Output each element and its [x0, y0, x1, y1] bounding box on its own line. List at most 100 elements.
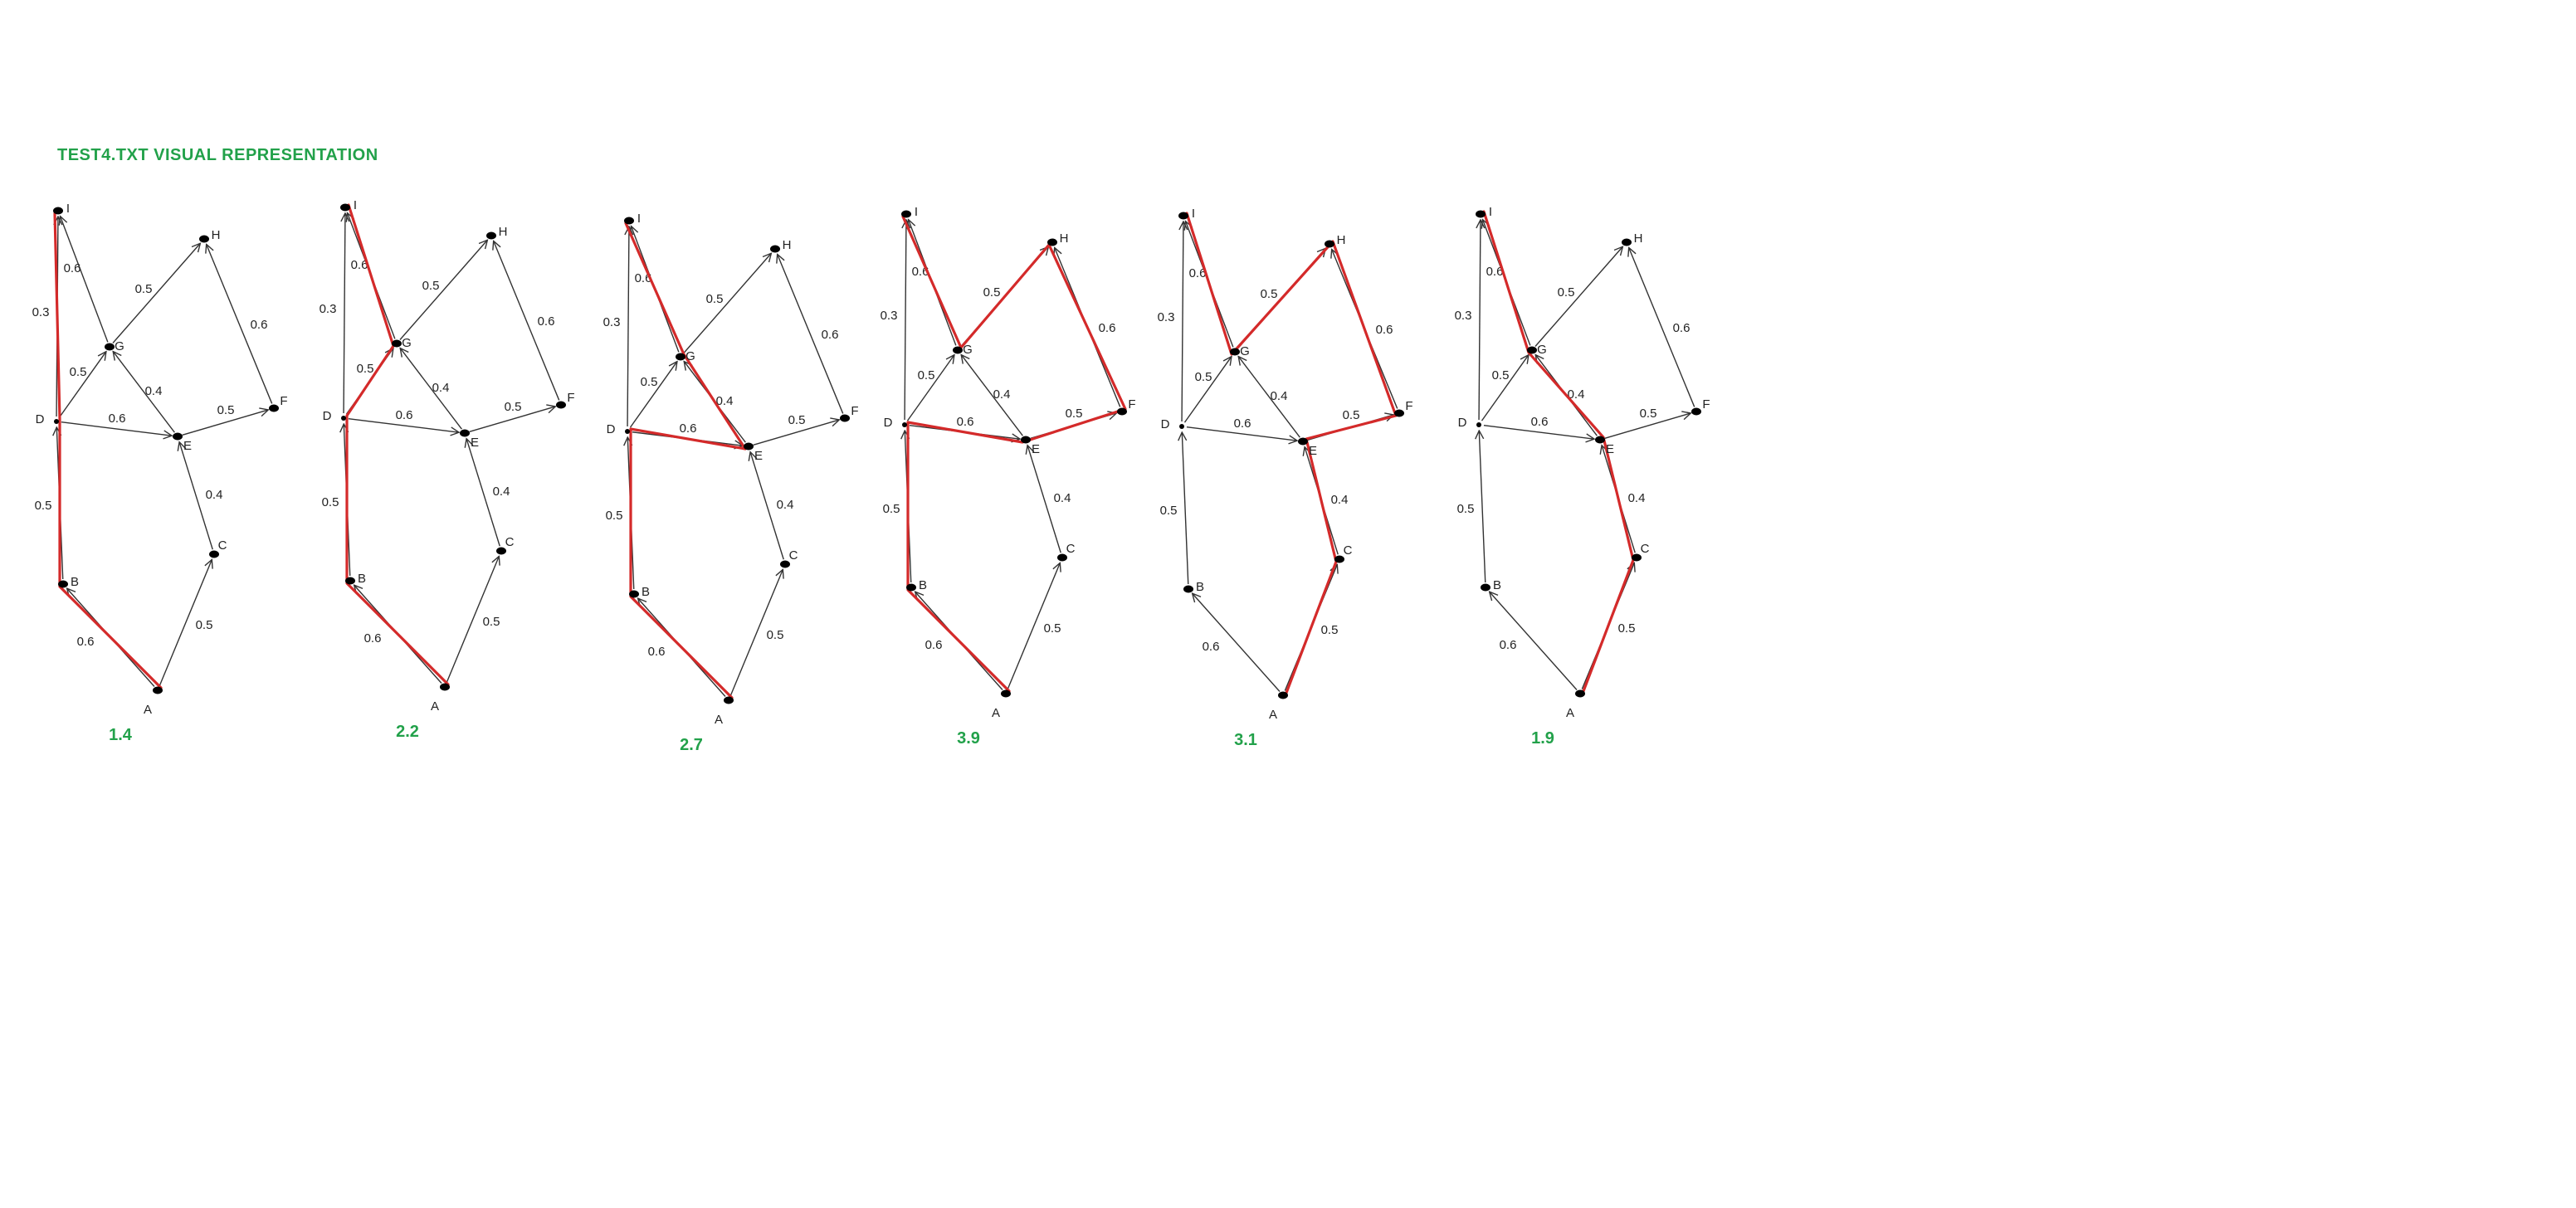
node-label-h: H	[1060, 231, 1069, 246]
edge-weight-label: 0.6	[1099, 321, 1116, 335]
node-f	[1117, 407, 1127, 416]
node-g	[392, 339, 402, 348]
edge-G-H	[399, 240, 487, 340]
node-label-h: H	[1337, 233, 1346, 247]
edge-weight-label: 0.6	[77, 635, 95, 649]
node-label-f: F	[851, 404, 858, 418]
node-a	[1575, 689, 1585, 698]
edge-weight-label: 0.6	[351, 258, 368, 272]
node-label-d: D	[607, 422, 616, 436]
node-i	[1178, 212, 1188, 220]
node-b	[1481, 583, 1490, 592]
edge-weight-label: 0.5	[1044, 621, 1061, 636]
node-label-e: E	[1032, 442, 1040, 456]
edge-weight-label: 0.5	[1492, 368, 1510, 382]
node-i	[53, 207, 63, 215]
edge-weight-label: 0.5	[706, 292, 724, 306]
node-label-b: B	[919, 578, 927, 592]
highlighted-path	[901, 215, 1127, 693]
page-title: TEST4.TXT VISUAL REPRESENTATION	[57, 146, 378, 164]
node-h	[1325, 240, 1334, 248]
highlighted-path	[53, 212, 163, 689]
edge-weight-label: 0.4	[993, 387, 1011, 402]
edge-weight-label: 0.6	[957, 415, 974, 429]
edge-weight-label: 0.4	[493, 485, 510, 499]
node-f	[556, 401, 566, 409]
edge-weight-label: 0.3	[1158, 310, 1175, 324]
node-label-e: E	[1606, 442, 1614, 456]
node-b	[906, 583, 916, 592]
node-label-i: I	[637, 212, 641, 226]
edge-E-G	[400, 348, 462, 430]
edge-D-E	[61, 421, 172, 436]
node-g	[1527, 346, 1537, 354]
path-cost-label: 1.9	[1531, 729, 1554, 748]
edge-weight-label: 0.5	[70, 365, 87, 379]
node-b	[58, 580, 68, 588]
node-label-g: G	[1240, 344, 1250, 358]
node-d	[1179, 424, 1184, 429]
node-label-c: C	[218, 538, 227, 553]
node-label-b: B	[1196, 580, 1204, 594]
node-c	[1334, 555, 1344, 563]
edge-weight-label: 0.5	[217, 403, 235, 417]
edge-weight-label: 0.5	[505, 400, 522, 414]
edge-weight-label: 0.4	[1628, 491, 1646, 505]
edge-weight-label: 0.4	[1271, 389, 1288, 403]
edge-A-B	[1490, 592, 1578, 690]
edge-weight-label: 0.5	[1618, 621, 1636, 636]
edge-weight-label: 0.5	[135, 282, 153, 296]
node-d	[902, 422, 907, 427]
node-label-a: A	[1566, 706, 1574, 720]
edge-C-E	[179, 442, 213, 550]
edge-weight-label: 0.4	[206, 488, 223, 502]
node-label-b: B	[642, 585, 650, 599]
edge-weight-label: 0.6	[1203, 640, 1220, 654]
edge-G-H	[1534, 246, 1622, 347]
edge-B-D	[1182, 432, 1189, 585]
node-label-e: E	[183, 439, 192, 453]
edge-weight-label: 0.5	[1195, 370, 1212, 384]
node-label-e: E	[471, 436, 479, 450]
edge-E-G	[113, 352, 175, 433]
node-label-c: C	[1641, 542, 1650, 556]
edge-E-F	[753, 420, 840, 446]
highlighted-path	[345, 203, 450, 686]
edge-weight-label: 0.5	[1160, 504, 1178, 518]
node-c	[1632, 553, 1642, 562]
edge-weight-label: 0.4	[1331, 493, 1349, 507]
node-e	[460, 429, 470, 437]
edge-weight-label: 0.3	[603, 315, 621, 329]
edge-F-H	[207, 244, 273, 404]
edge-weight-label: 0.4	[145, 384, 163, 398]
edge-E-G	[1238, 357, 1300, 438]
path-cost-label: 2.2	[396, 723, 419, 741]
node-d	[341, 416, 346, 421]
node-label-a: A	[431, 699, 439, 714]
edge-weight-label: 0.5	[1321, 623, 1339, 637]
graph-panel-6: 0.6 0.5 0.5 0.4 0.3 0.5 0.6 0.4 0.5 0.6 0.5 0.6 A B C D…	[1455, 205, 1710, 748]
node-label-i: I	[66, 202, 70, 216]
node-f	[840, 414, 850, 422]
edge-D-G	[58, 352, 105, 418]
edge-weight-label: 0.5	[883, 502, 900, 516]
node-b	[629, 590, 639, 598]
edge-A-C	[159, 559, 212, 686]
graph-panel-1: 0.6 0.5 0.5 0.4 0.3 0.5 0.6 0.4 0.5 0.6 0.5 0.6 A B C D…	[32, 202, 288, 744]
edge-weight-label: 0.6	[538, 314, 555, 329]
edge-weight-label: 0.6	[64, 261, 81, 275]
edge-weight-label: 0.4	[716, 394, 734, 408]
node-label-g: G	[963, 343, 973, 357]
edge-weight-label: 0.6	[925, 638, 943, 652]
edge-weight-label: 0.5	[606, 509, 623, 523]
graph-panel-5: 0.6 0.5 0.5 0.4 0.3 0.5 0.6 0.4 0.5 0.6 0.5 0.6 A B C D…	[1158, 207, 1413, 749]
edge-weight-label: 0.6	[680, 421, 697, 436]
edge-weight-label: 0.3	[881, 309, 898, 323]
node-i	[1476, 210, 1486, 218]
edge-G-I	[60, 217, 109, 343]
edge-weight-label: 0.5	[1558, 285, 1575, 300]
edge-D-I	[1479, 220, 1481, 421]
edge-C-E	[1027, 446, 1061, 553]
edge-weight-label: 0.6	[1376, 323, 1393, 337]
